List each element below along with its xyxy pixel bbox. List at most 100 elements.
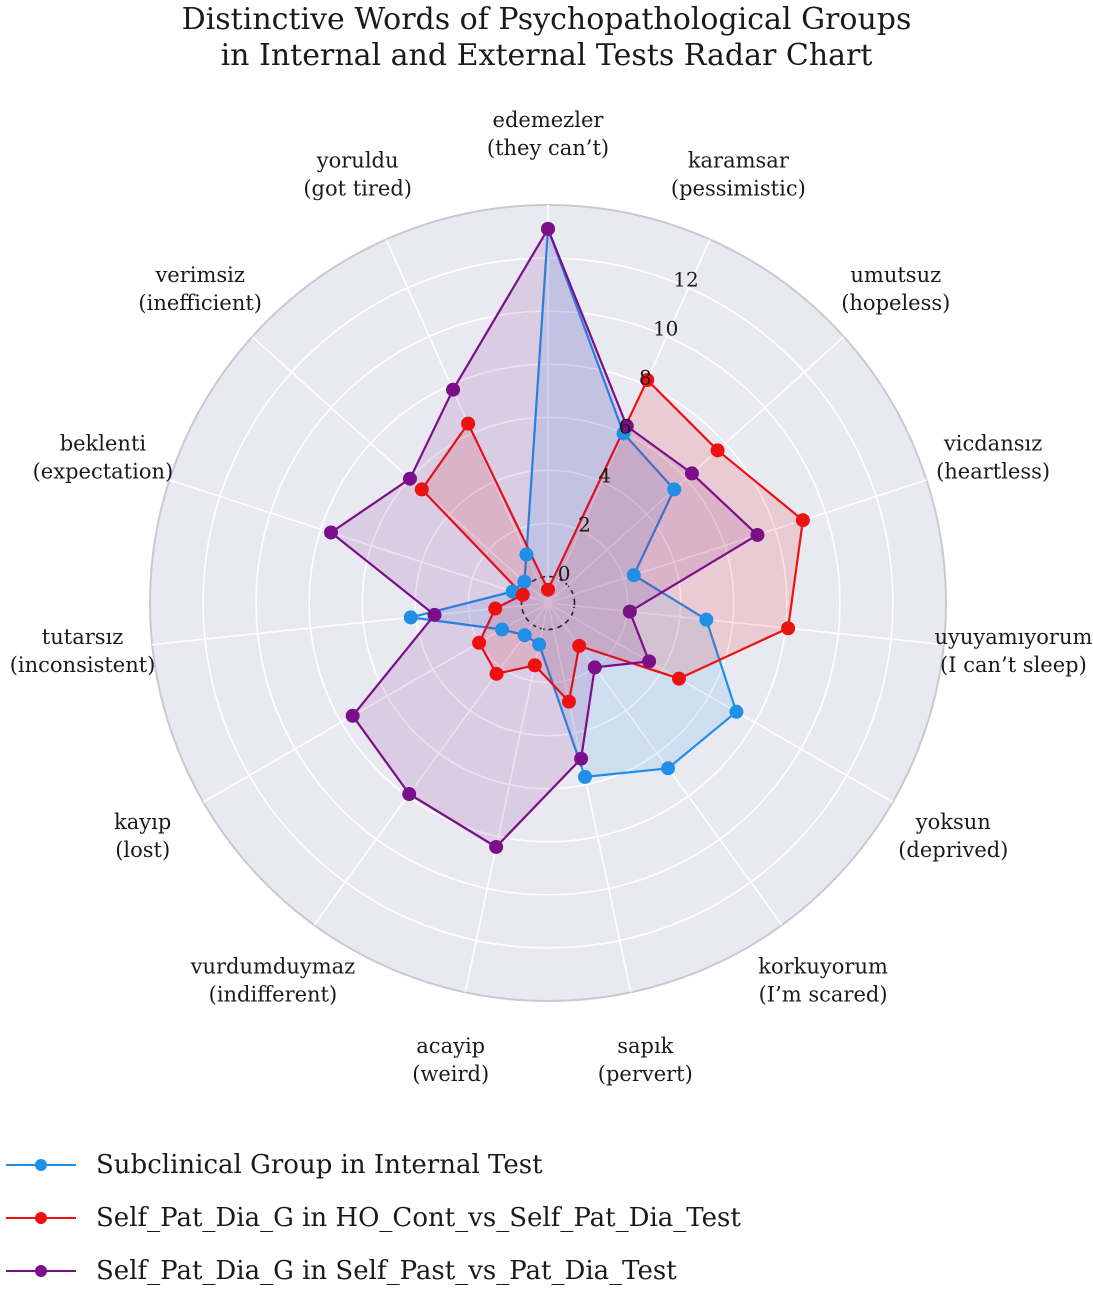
legend-dot-marker (35, 1264, 47, 1277)
grid-spoke (202, 602, 549, 803)
legend-item: Self_Pat_Dia_G in HO_Cont_vs_Self_Pat_Di… (6, 1191, 1086, 1244)
data-point (619, 419, 634, 434)
legend-dot-marker (35, 1158, 47, 1171)
category-translation: (indifferent) (209, 983, 338, 1007)
series-line (420, 378, 805, 703)
category-label: yoruldu (got tired) (303, 148, 412, 200)
category-translation: (inconsistent) (10, 653, 156, 677)
category-label: korkuyorum (I’m scared) (758, 955, 888, 1007)
series-line (409, 227, 738, 779)
legend-line-marker (6, 1211, 76, 1224)
category-translation: (I can’t sleep) (940, 653, 1087, 677)
grid-spoke (251, 336, 549, 604)
category-translation: (hopeless) (841, 291, 950, 315)
data-point (532, 637, 547, 652)
category-word: yoruldu (316, 148, 399, 172)
category-word: edemezler (493, 108, 605, 132)
data-point (519, 547, 534, 562)
data-point (402, 471, 417, 486)
data-point (489, 666, 504, 681)
series-area (331, 228, 758, 847)
category-word: yoksun (915, 810, 991, 834)
data-point (710, 443, 725, 458)
data-point (699, 612, 714, 627)
data-point (403, 610, 418, 625)
legend-label: Self_Pat_Dia_G in HO_Cont_vs_Self_Pat_Di… (96, 1202, 741, 1233)
data-point (323, 525, 338, 540)
category-label: kayıp (lost) (114, 810, 171, 862)
radial-tick-label: 8 (639, 365, 652, 389)
data-point (622, 604, 637, 619)
legend-line-marker (6, 1158, 76, 1171)
data-point (561, 694, 576, 709)
category-label: verimsiz (inefficient) (138, 263, 262, 315)
grid-spoke (547, 602, 944, 646)
category-word: uyuyamıyorum (934, 625, 1092, 649)
data-point (345, 708, 360, 723)
radar-grid (149, 204, 947, 1002)
data-point (574, 751, 589, 766)
data-point (667, 482, 682, 497)
category-word: tutarsız (42, 625, 124, 649)
radial-tick-label: 10 (653, 316, 678, 340)
data-point (750, 527, 765, 542)
category-word: verimsiz (154, 263, 245, 287)
data-point (729, 704, 744, 719)
category-translation: (they can’t) (487, 136, 609, 160)
category-translation: (pervert) (598, 1062, 693, 1086)
category-translation: (deprived) (898, 838, 1008, 862)
data-point (661, 761, 676, 776)
category-label: acayip (weird) (412, 1034, 489, 1086)
data-point (795, 513, 810, 528)
data-point (577, 769, 592, 784)
radial-tick-label: 0 (558, 561, 571, 585)
data-point (402, 787, 417, 802)
category-word: sapık (617, 1034, 673, 1058)
radar-labels: 0 2 4 6 8 10 12 edemezler (they can’t) karamsar (p… (10, 108, 1093, 1086)
chart-title: Distinctive Words of Psychopathological … (0, 2, 1093, 74)
category-label: yoksun (deprived) (898, 810, 1008, 862)
data-point (472, 635, 487, 650)
data-point (489, 839, 504, 854)
radial-tick-label: 6 (619, 414, 632, 438)
category-translation: (inefficient) (138, 291, 262, 315)
category-translation: (I’m scared) (759, 983, 888, 1007)
category-translation: (got tired) (303, 176, 412, 200)
data-point (640, 372, 655, 387)
category-word: kayıp (114, 810, 171, 834)
data-point (488, 601, 503, 616)
category-translation: (weird) (412, 1062, 489, 1086)
data-point (414, 482, 429, 497)
category-word: acayip (416, 1034, 485, 1058)
data-point (642, 654, 657, 669)
category-label: tutarsız (inconsistent) (10, 625, 156, 677)
grid-spoke (313, 602, 549, 926)
category-translation: (heartless) (936, 459, 1050, 483)
category-label: beklenti (expectation) (33, 431, 174, 483)
data-point (527, 658, 542, 673)
category-translation: (pessimistic) (671, 176, 806, 200)
data-point (427, 607, 442, 622)
data-point (626, 568, 641, 583)
category-word: korkuyorum (758, 955, 888, 979)
grid-spoke (152, 602, 549, 646)
data-point (541, 221, 555, 236)
data-point (587, 660, 602, 675)
series-area (410, 228, 737, 777)
category-label: vurdumduymaz (indifferent) (190, 955, 356, 1007)
category-label: edemezler (they can’t) (487, 108, 609, 160)
grid-spoke (547, 602, 894, 803)
series-line (329, 227, 759, 849)
legend-item: Subclinical Group in Internal Test (6, 1138, 1086, 1191)
legend-dot-marker (35, 1211, 47, 1224)
data-point (781, 621, 796, 636)
data-point (684, 466, 699, 481)
chart-title-line-2: in Internal and External Tests Radar Cha… (220, 38, 873, 73)
data-point (572, 638, 587, 653)
radial-tick-label: 4 (598, 463, 611, 487)
data-point (541, 582, 555, 597)
category-word: vicdansız (943, 431, 1042, 455)
legend-label: Subclinical Group in Internal Test (96, 1149, 543, 1180)
data-point (671, 671, 686, 686)
legend-item: Self_Pat_Dia_G in Self_Past_vs_Pat_Dia_T… (6, 1244, 1086, 1297)
